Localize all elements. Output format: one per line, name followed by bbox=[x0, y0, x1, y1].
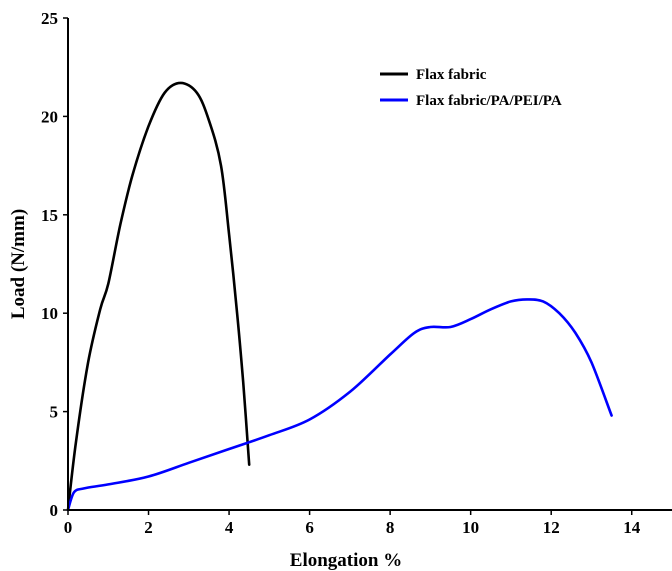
legend-label: Flax fabric/PA/PEI/PA bbox=[416, 93, 562, 109]
y-tick-label: 10 bbox=[41, 304, 58, 323]
y-axis-ticks: 0 5 10 15 20 25 bbox=[41, 9, 68, 520]
x-axis-title: Elongation % bbox=[290, 550, 402, 571]
series-line bbox=[66, 298, 613, 512]
y-tick-label: 20 bbox=[41, 107, 58, 126]
y-tick-label: 0 bbox=[50, 501, 59, 520]
x-tick-label: 8 bbox=[386, 518, 395, 537]
x-tick-label: 10 bbox=[462, 518, 479, 537]
x-tick-label: 0 bbox=[64, 518, 73, 537]
legend: Flax fabric Flax fabric/PA/PEI/PA bbox=[380, 67, 562, 109]
y-axis-title: Load (N/mm) bbox=[8, 209, 29, 319]
legend-label: Flax fabric bbox=[416, 67, 487, 83]
x-tick-label: 4 bbox=[225, 518, 234, 537]
x-tick-label: 12 bbox=[543, 518, 560, 537]
plot-area bbox=[66, 81, 613, 512]
x-tick-label: 14 bbox=[623, 518, 641, 537]
y-tick-label: 25 bbox=[41, 9, 58, 28]
series-line bbox=[66, 81, 251, 512]
x-axis-ticks: 0 2 4 6 8 10 12 14 bbox=[64, 510, 641, 537]
y-tick-label: 5 bbox=[50, 403, 59, 422]
x-tick-label: 6 bbox=[305, 518, 314, 537]
y-tick-label: 15 bbox=[41, 206, 58, 225]
x-tick-label: 2 bbox=[144, 518, 153, 537]
